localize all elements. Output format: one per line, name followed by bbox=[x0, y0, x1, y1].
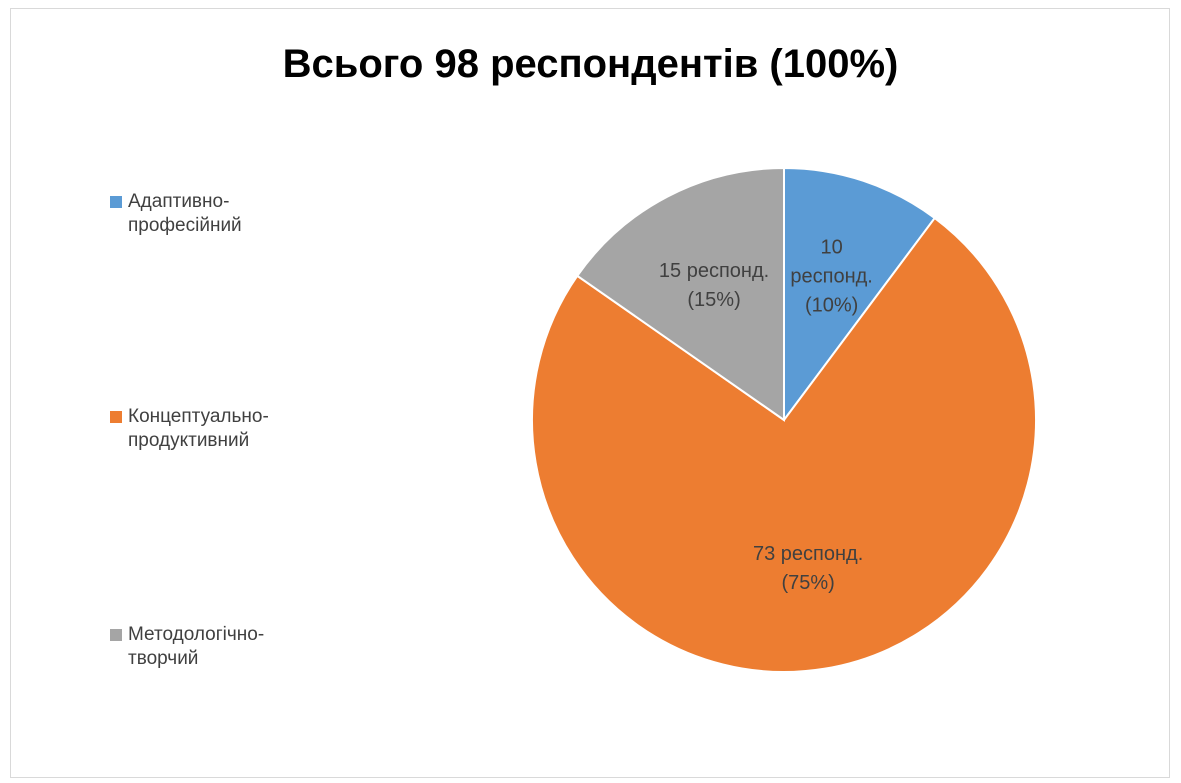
pie-slice bbox=[783, 166, 937, 424]
chart-title: Всього 98 респондентів (100%) bbox=[282, 42, 899, 86]
legend-swatch bbox=[110, 629, 122, 641]
data-label: 15 респонд. (15%) bbox=[658, 259, 770, 311]
legend-item: Методологічно-творчий bbox=[110, 623, 288, 671]
legend-label: Адаптивно-професійний bbox=[128, 191, 242, 236]
legend-label: Концептуально-продуктивний bbox=[128, 406, 269, 451]
chart-frame bbox=[10, 8, 1170, 778]
data-label: 10 респонд. (10%) bbox=[790, 236, 873, 316]
legend-swatch bbox=[110, 196, 122, 208]
legend-item: Концептуально-продуктивний bbox=[110, 405, 288, 453]
data-label: 73 респонд. (75%) bbox=[752, 543, 864, 595]
legend-label: Методологічно-творчий bbox=[128, 624, 265, 669]
pie-slice bbox=[575, 166, 785, 422]
legend-swatch bbox=[110, 411, 122, 423]
pie-slice bbox=[531, 216, 1037, 673]
legend-item: Адаптивно-професійний bbox=[110, 190, 288, 238]
